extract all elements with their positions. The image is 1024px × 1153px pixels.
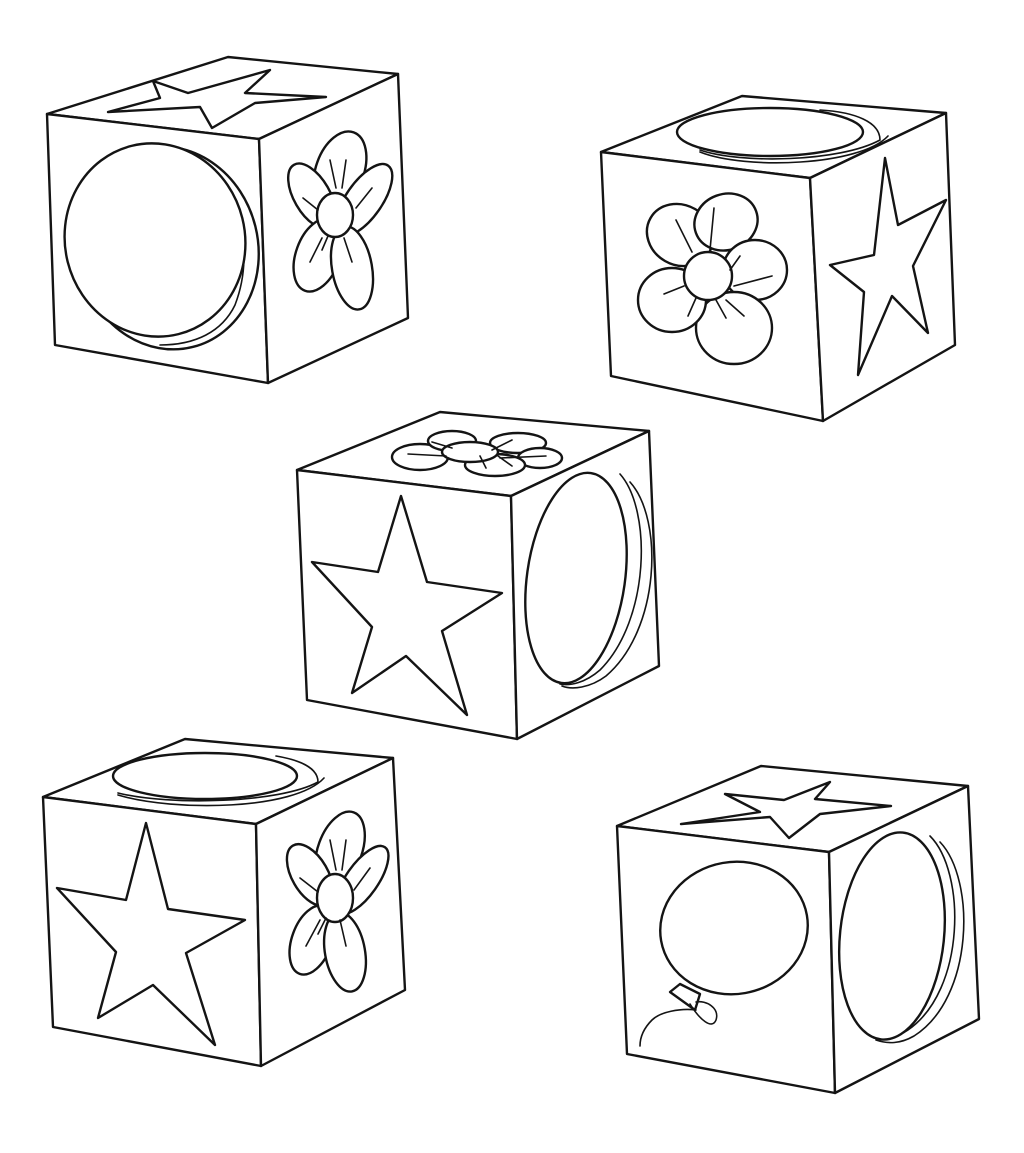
star-icon	[106, 68, 328, 130]
circle-icon	[524, 471, 653, 689]
star-icon	[310, 494, 504, 717]
star-icon	[55, 821, 247, 1047]
flower-icon	[390, 429, 564, 478]
circle-icon	[63, 142, 260, 351]
cube-middle	[295, 410, 661, 741]
cube-top-right	[599, 94, 957, 423]
circle-icon	[675, 106, 889, 164]
circle-icon	[837, 831, 965, 1044]
flower-icon	[636, 192, 789, 366]
flower-icon	[286, 130, 394, 311]
star-icon	[828, 156, 948, 377]
flower-icon	[285, 810, 390, 993]
cube-bottom-left	[41, 737, 407, 1068]
star-icon	[679, 780, 893, 840]
cube-bottom-right	[615, 764, 981, 1095]
circle-icon	[111, 751, 325, 807]
balloon-icon	[639, 860, 809, 1047]
cube-top-left	[45, 55, 410, 385]
